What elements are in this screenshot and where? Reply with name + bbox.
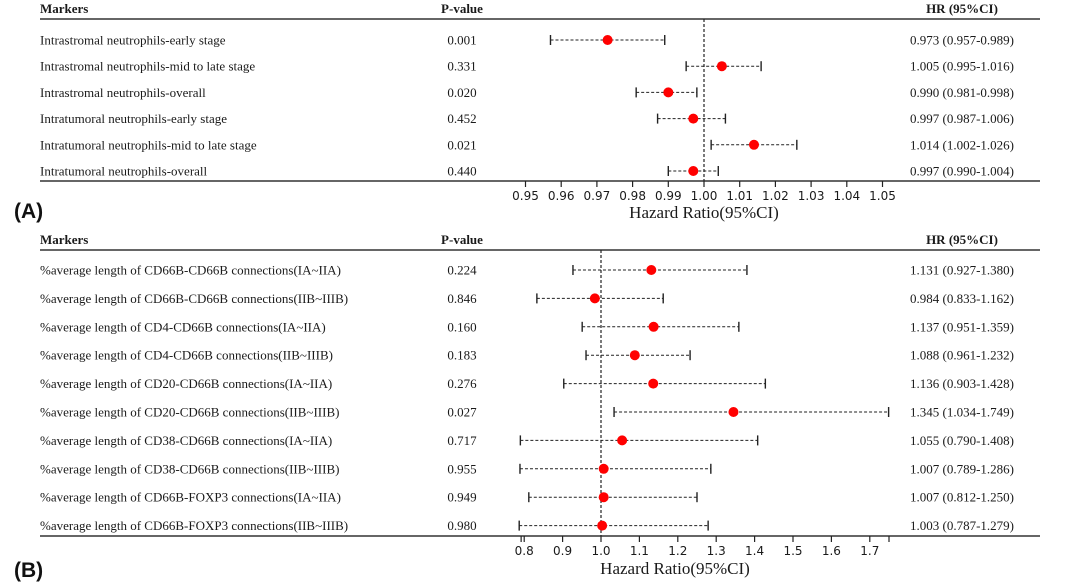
axis-tick-label: 0.9 (553, 544, 572, 558)
row-p-value: 0.440 (447, 164, 476, 179)
row-p-value: 0.717 (447, 433, 477, 448)
hr-point (728, 407, 739, 417)
row-hr-text: 1.088 (0.961-1.232) (910, 348, 1014, 363)
axis-tick-label: 1.03 (798, 189, 825, 203)
row-p-value: 0.955 (447, 461, 476, 476)
hr-point (688, 166, 699, 176)
row-hr-text: 0.984 (0.833-1.162) (910, 291, 1014, 306)
hr-point (648, 321, 659, 332)
axis-tick-label: 1.2 (668, 544, 687, 558)
axis-tick-label: 1.01 (726, 189, 753, 203)
axis-tick-label: 1.6 (822, 544, 841, 558)
hr-point (589, 293, 600, 304)
row-p-value: 0.027 (447, 405, 477, 420)
row-marker-label: %average length of CD66B-FOXP3 connectio… (40, 490, 341, 505)
row-marker-label: %average length of CD4-CD66B connections… (40, 319, 326, 334)
row-hr-text: 1.055 (0.790-1.408) (910, 433, 1014, 448)
axis-tick-label: 1.05 (869, 189, 896, 203)
row-marker-label: %average length of CD66B-CD66B connectio… (40, 263, 341, 278)
row-hr-text: 1.136 (0.903-1.428) (910, 376, 1014, 391)
hr-point (598, 492, 609, 503)
row-hr-text: 1.007 (0.789-1.286) (910, 461, 1014, 476)
row-p-value: 0.021 (447, 137, 476, 152)
row-p-value: 0.452 (447, 111, 476, 126)
row-hr-text: 0.997 (0.990-1.004) (910, 164, 1014, 179)
row-hr-text: 0.997 (0.987-1.006) (910, 111, 1014, 126)
row-hr-text: 0.973 (0.957-0.989) (910, 33, 1014, 48)
row-hr-text: 1.345 (1.034-1.749) (910, 405, 1014, 420)
row-marker-label: Intratumoral neutrophils-overall (40, 164, 208, 179)
panel-label: (B) (14, 559, 43, 582)
header-markers: Markers (40, 1, 88, 16)
axis-tick-label: 0.8 (515, 544, 534, 558)
row-marker-label: %average length of CD66B-FOXP3 connectio… (40, 518, 348, 533)
header-hr: HR (95%CI) (926, 1, 998, 16)
row-marker-label: %average length of CD4-CD66B connections… (40, 348, 333, 363)
row-p-value: 0.224 (447, 263, 477, 278)
axis-tick-label: 0.97 (584, 189, 611, 203)
hr-point (597, 520, 608, 531)
row-hr-text: 0.990 (0.981-0.998) (910, 85, 1014, 100)
x-axis-title: Hazard Ratio(95%CI) (629, 203, 779, 222)
axis-tick-label: 0.95 (512, 189, 539, 203)
hr-point (617, 435, 628, 446)
row-p-value: 0.183 (447, 348, 476, 363)
row-hr-text: 1.137 (0.951-1.359) (910, 319, 1014, 334)
axis-tick-label: 0.99 (655, 189, 682, 203)
row-p-value: 0.160 (447, 319, 476, 334)
row-marker-label: Intrastromal neutrophils-early stage (40, 33, 226, 48)
row-hr-text: 1.007 (0.812-1.250) (910, 490, 1014, 505)
axis-tick-label: 1.04 (833, 189, 860, 203)
axis-tick-label: 1.1 (630, 544, 649, 558)
row-marker-label: %average length of CD38-CD66B connection… (40, 433, 332, 448)
axis-tick-label: 1.7 (860, 544, 879, 558)
axis-tick-label: 1.4 (745, 544, 764, 558)
axis-tick-label: 0.98 (619, 189, 646, 203)
row-marker-label: Intratumoral neutrophils-early stage (40, 111, 227, 126)
axis-tick-label: 1.5 (783, 544, 802, 558)
axis-tick-label: 1.0 (591, 544, 610, 558)
row-p-value: 0.331 (447, 59, 476, 74)
row-hr-text: 1.131 (0.927-1.380) (910, 263, 1014, 278)
hr-point (648, 378, 659, 389)
row-hr-text: 1.014 (1.002-1.026) (910, 137, 1014, 152)
row-p-value: 0.276 (447, 376, 477, 391)
hr-point (688, 113, 699, 124)
row-p-value: 0.020 (447, 85, 476, 100)
panel-label: (A) (14, 200, 43, 223)
row-hr-text: 1.003 (0.787-1.279) (910, 518, 1014, 533)
row-marker-label: %average length of CD20-CD66B connection… (40, 405, 339, 420)
row-hr-text: 1.005 (0.995-1.016) (910, 59, 1014, 74)
axis-tick-label: 0.96 (548, 189, 575, 203)
row-p-value: 0.001 (447, 33, 476, 48)
row-marker-label: %average length of CD66B-CD66B connectio… (40, 291, 348, 306)
hr-point (663, 87, 674, 98)
header-pvalue: P-value (441, 232, 483, 247)
hr-point (716, 61, 727, 72)
row-marker-label: %average length of CD20-CD66B connection… (40, 376, 332, 391)
row-marker-label: %average length of CD38-CD66B connection… (40, 461, 339, 476)
hr-point (646, 265, 657, 275)
x-axis-title: Hazard Ratio(95%CI) (600, 559, 750, 578)
row-p-value: 0.949 (447, 490, 476, 505)
row-p-value: 0.846 (447, 291, 477, 306)
header-hr: HR (95%CI) (926, 232, 998, 247)
row-marker-label: Intratumoral neutrophils-mid to late sta… (40, 137, 257, 152)
hr-point (748, 139, 759, 150)
header-pvalue: P-value (441, 1, 483, 16)
hr-point (598, 463, 609, 474)
axis-tick-label: 1.02 (762, 189, 789, 203)
row-marker-label: Intrastromal neutrophils-overall (40, 85, 206, 100)
axis-tick-label: 1.3 (707, 544, 726, 558)
row-marker-label: Intrastromal neutrophils-mid to late sta… (40, 59, 255, 74)
hr-point (629, 350, 640, 361)
row-p-value: 0.980 (447, 518, 476, 533)
axis-tick-label: 1.00 (691, 189, 718, 203)
hr-point (602, 35, 613, 45)
header-markers: Markers (40, 232, 88, 247)
